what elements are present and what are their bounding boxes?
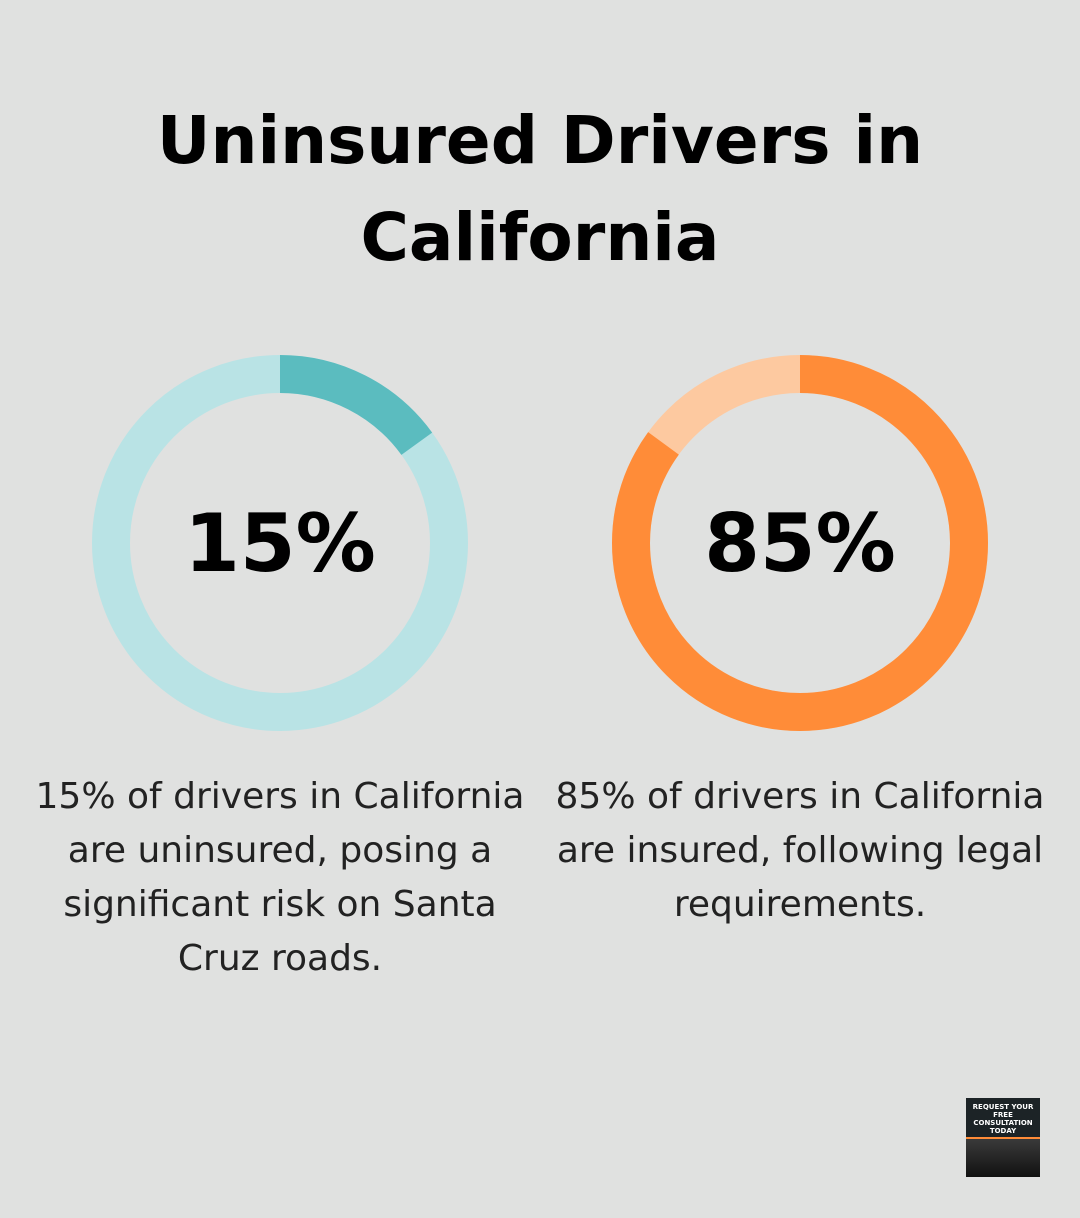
donut-arc — [92, 355, 468, 731]
center-label: 85% — [704, 497, 895, 590]
donut-arc — [612, 355, 988, 731]
description: 85% of drivers in California are insured… — [555, 776, 1045, 925]
badge-photo[interactable] — [966, 1137, 1040, 1177]
badge-text[interactable]: REQUEST YOUR FREE CONSULTATION TODAY — [972, 1103, 1034, 1135]
title: Uninsured Drivers in California — [156, 102, 924, 276]
description: 15% of drivers in California are uninsur… — [35, 776, 525, 979]
consultation-badge[interactable]: REQUEST YOUR FREE CONSULTATION TODAY — [966, 1098, 1040, 1177]
center-label: 15% — [184, 497, 375, 590]
